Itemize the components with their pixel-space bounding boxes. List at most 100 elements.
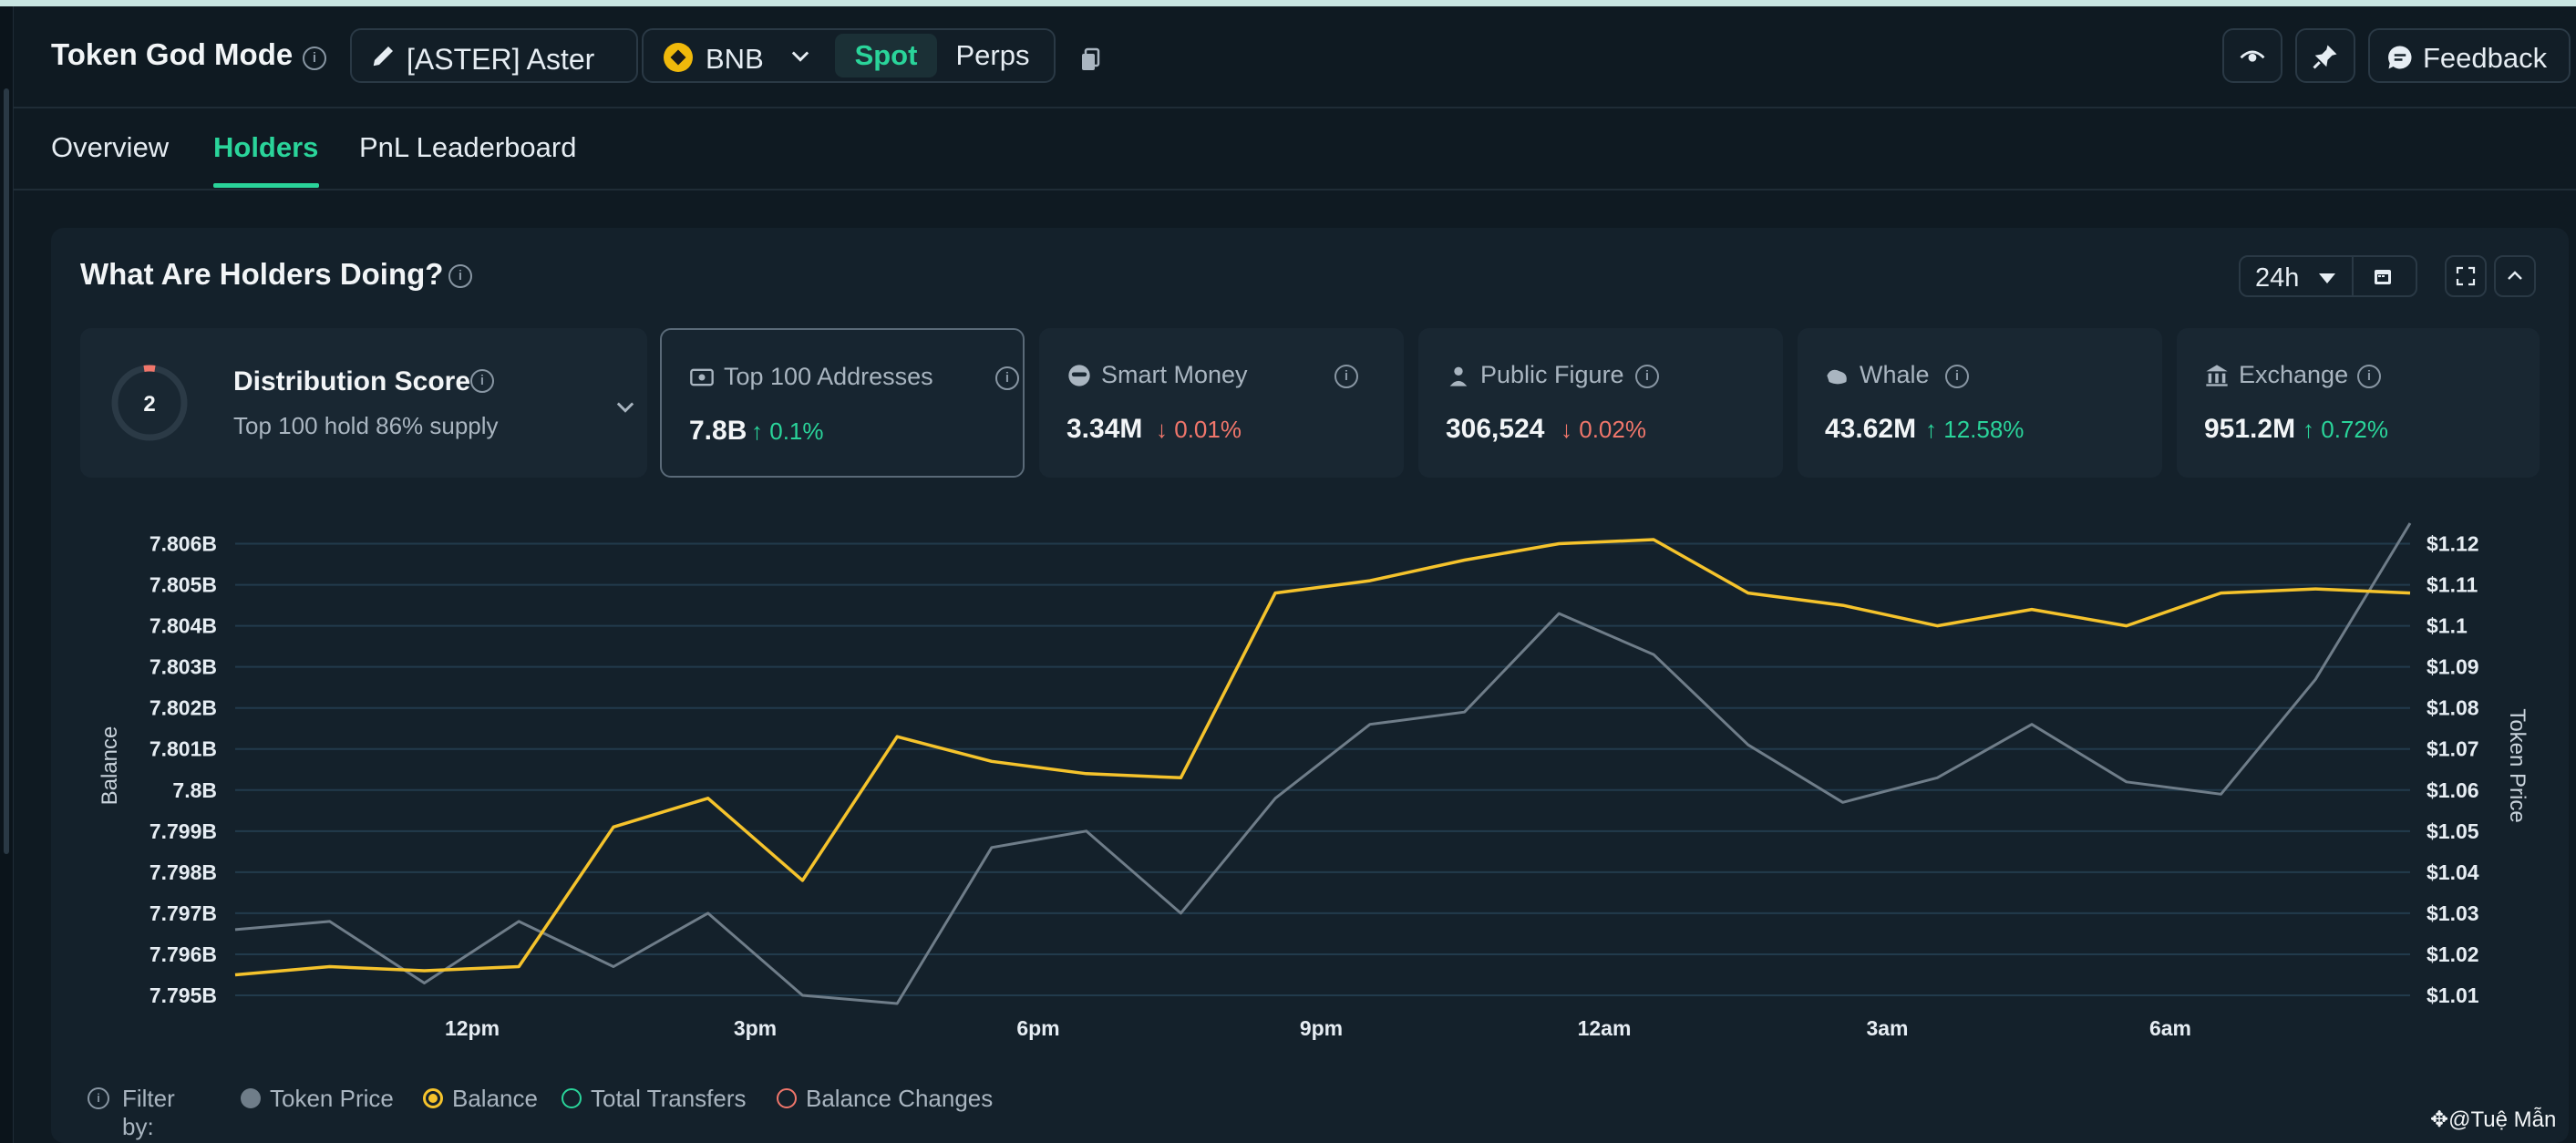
y2-tick-label: $1.05 — [2427, 819, 2479, 843]
distribution-score-value: 2 — [143, 392, 155, 417]
card-value: 7.8B — [689, 416, 747, 446]
calendar-icon[interactable] — [2374, 267, 2392, 285]
chain-label[interactable]: BNB — [706, 43, 764, 75]
legend-label: Balance — [452, 1085, 538, 1112]
y2-tick-label: $1.07 — [2427, 737, 2479, 761]
distribution-score-card[interactable]: 2 Distribution Score i Top 100 hold 86% … — [80, 328, 647, 478]
watermark: ✥@Tuệ Mẫn — [2430, 1107, 2557, 1132]
y2-tick-label: $1.04 — [2427, 860, 2479, 884]
card-change: ↑ 0.72% — [2303, 416, 2388, 443]
copy-icon[interactable] — [1079, 47, 1101, 73]
legend-marker — [562, 1088, 582, 1108]
y2-tick-label: $1.1 — [2427, 614, 2468, 638]
info-icon[interactable]: i — [2357, 365, 2381, 388]
y-tick-label: 7.799B — [149, 819, 217, 843]
y-tick-label: 7.802B — [149, 696, 217, 720]
x-tick-label: 3pm — [734, 1016, 777, 1040]
x-tick-label: 12am — [1578, 1016, 1632, 1040]
card-change: ↓ 0.02% — [1561, 416, 1646, 443]
info-icon[interactable]: i — [448, 264, 472, 288]
card-top-100-addresses[interactable]: Top 100 Addresses i 7.8B ↑ 0.1% — [660, 328, 1025, 478]
chevron-down-icon[interactable] — [788, 43, 813, 68]
scrollbar-thumb[interactable] — [4, 88, 9, 854]
fullscreen-button[interactable] — [2445, 255, 2487, 297]
chevron-down-icon[interactable] — [613, 394, 638, 419]
tab-overview[interactable]: Overview — [51, 131, 170, 163]
pin-button[interactable] — [2295, 28, 2355, 83]
spot-toggle[interactable]: Spot — [835, 34, 937, 77]
info-icon[interactable]: i — [1334, 365, 1358, 388]
legend-label: Total Transfers — [591, 1085, 747, 1112]
collapse-button[interactable] — [2494, 255, 2536, 297]
card-exchange[interactable]: Exchange i 951.2M ↑ 0.72% — [2177, 328, 2540, 478]
card-change-value: 0.01% — [1174, 416, 1242, 443]
time-range-value: 24h — [2255, 263, 2300, 293]
info-icon[interactable]: i — [1945, 365, 1969, 388]
feedback-button[interactable]: Feedback — [2368, 28, 2571, 83]
perps-toggle[interactable]: Perps — [955, 39, 1030, 71]
smart-money-icon — [1068, 365, 1090, 386]
x-tick-label: 9pm — [1300, 1016, 1343, 1040]
card-change-value: 0.1% — [769, 417, 824, 445]
pencil-icon — [373, 46, 393, 67]
card-value: 43.62M — [1825, 414, 1917, 444]
y-tick-label: 7.801B — [149, 737, 217, 761]
left-scrollbar[interactable] — [0, 6, 14, 1143]
x-tick-label: 6am — [2149, 1016, 2191, 1040]
card-label: Public Figure — [1480, 361, 1624, 388]
card-whale[interactable]: Whale i 43.62M ↑ 12.58% — [1798, 328, 2162, 478]
watch-button[interactable] — [2222, 28, 2282, 83]
y-tick-label: 7.806B — [149, 532, 217, 556]
series-line-token-price[interactable] — [234, 522, 2412, 1005]
y2-tick-label: $1.09 — [2427, 655, 2479, 679]
card-change-value: 0.72% — [2321, 416, 2388, 443]
holders-chart[interactable]: 7.795B 7.796B 7.797B 7.798B 7.799B 7.8B 7.801B… — [51, 492, 2549, 1057]
card-label: Top 100 Addresses — [724, 363, 933, 390]
y2-tick-label: $1.01 — [2427, 983, 2479, 1007]
token-selector-button[interactable]: [ASTER] Aster — [350, 28, 638, 83]
card-change: ↑ 12.58% — [1925, 416, 2025, 443]
panel-title: What Are Holders Doing? — [80, 257, 444, 291]
card-value: 951.2M — [2204, 414, 2296, 444]
legend-marker — [241, 1088, 261, 1108]
info-icon[interactable]: i — [995, 366, 1019, 390]
info-icon[interactable]: i — [88, 1087, 109, 1109]
y-axis-title: Balance — [98, 726, 122, 806]
y2-tick-label: $1.11 — [2427, 573, 2478, 597]
y-tick-label: 7.795B — [149, 983, 217, 1007]
tab-pnl-leaderboard[interactable]: PnL Leaderboard — [359, 131, 577, 163]
y2-tick-label: $1.12 — [2427, 532, 2479, 556]
series-line-balance[interactable] — [234, 538, 2411, 977]
tab-holders[interactable]: Holders — [213, 131, 319, 163]
legend-label: Balance Changes — [806, 1085, 994, 1112]
card-label: Exchange — [2239, 361, 2349, 388]
y-tick-label: 7.805B — [149, 573, 217, 597]
info-icon[interactable]: i — [470, 369, 494, 393]
x-tick-label: 6pm — [1016, 1016, 1059, 1040]
y-tick-label: 7.804B — [149, 614, 217, 638]
legend-label: Token Price — [270, 1085, 394, 1112]
card-label: Whale — [1860, 361, 1930, 388]
x-tick-label: 12pm — [445, 1016, 500, 1040]
card-change-value: 0.02% — [1579, 416, 1646, 443]
watermark-text: @Tuệ Mẫn — [2448, 1107, 2557, 1132]
pin-icon — [2313, 45, 2337, 69]
token-label: [ASTER] Aster — [407, 43, 595, 76]
page-title: Token God Mode — [51, 37, 294, 71]
card-public-figure[interactable]: Public Figure i 306,524 ↓ 0.02% — [1418, 328, 1783, 478]
card-change-value: 12.58% — [1943, 416, 2025, 443]
x-tick-label: 3am — [1866, 1016, 1908, 1040]
info-icon[interactable]: i — [303, 46, 326, 70]
distribution-score-gauge: 2 — [111, 365, 188, 441]
y-tick-label: 7.797B — [149, 901, 217, 925]
card-smart-money[interactable]: Smart Money i 3.34M ↓ 0.01% — [1039, 328, 1404, 478]
time-range-selector[interactable]: 24h — [2239, 255, 2417, 297]
public-figure-icon — [1449, 366, 1468, 386]
info-icon[interactable]: i — [1635, 365, 1659, 388]
y2-tick-label: $1.08 — [2427, 696, 2479, 720]
legend-marker — [777, 1088, 797, 1108]
header-bar: Token God Mode i [ASTER] Aster BNB Spot … — [13, 6, 2576, 108]
chevron-up-icon — [2508, 271, 2522, 280]
y2-tick-label: $1.02 — [2427, 942, 2479, 966]
eye-icon — [2240, 50, 2265, 62]
